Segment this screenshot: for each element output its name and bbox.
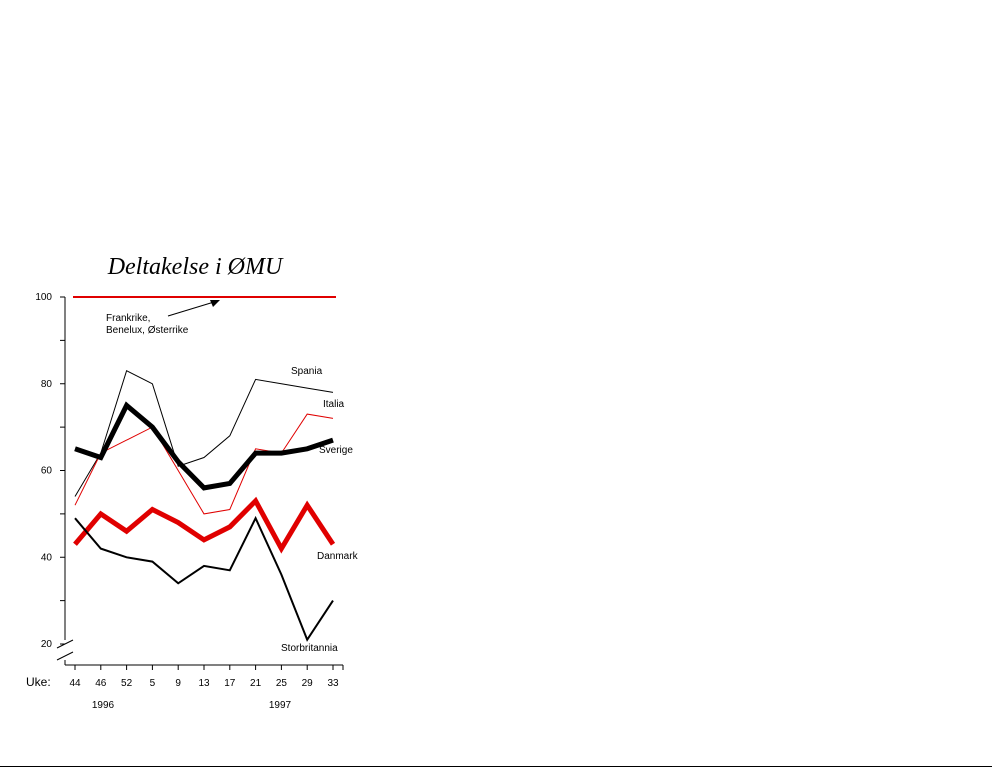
annotations: Frankrike,Benelux, Østerrike Spania Italia… — [106, 300, 359, 654]
year-label-1997: 1997 — [269, 700, 292, 711]
x-tick-label: 25 — [276, 678, 288, 689]
y-tick-label: 80 — [41, 379, 53, 390]
bottom-rule — [0, 766, 992, 767]
x-tick-label: 29 — [302, 678, 314, 689]
x-tick-label: 33 — [327, 678, 339, 689]
x-tick-label: 46 — [95, 678, 107, 689]
series-line-danmark — [73, 496, 336, 554]
series-label-danmark: Danmark — [317, 551, 359, 562]
series-label-frankrike-benelux-osterrike: Benelux, Østerrike — [106, 325, 189, 336]
axes: 20 40 60 80 100 44 46 52 5 9 13 17 21 25 29 33 — [35, 292, 344, 689]
x-tick-label: 52 — [121, 678, 133, 689]
annotation-arrowhead — [210, 300, 220, 307]
series-lines — [73, 296, 336, 642]
x-tick-label: 44 — [69, 678, 81, 689]
series-line-sverige — [74, 401, 334, 491]
x-tick-label: 5 — [150, 678, 156, 689]
annotation-arrow-line — [167, 301, 215, 317]
series-label-frankrike-benelux-osterrike: Frankrike, — [106, 313, 150, 324]
series-label-spania: Spania — [291, 366, 323, 377]
axis-break-mark — [56, 651, 74, 661]
series-line-storbritannia — [74, 515, 334, 642]
series-line-italia — [74, 413, 334, 515]
y-tick-label: 60 — [41, 466, 53, 477]
x-tick-label: 21 — [250, 678, 262, 689]
y-tick-label: 40 — [41, 552, 53, 563]
series-label-sverige: Sverige — [319, 445, 353, 456]
x-tick-label: 9 — [175, 678, 181, 689]
series-label-italia: Italia — [323, 399, 345, 410]
x-tick-label: 13 — [198, 678, 210, 689]
series-line-spania — [74, 369, 334, 497]
year-label-1996: 1996 — [92, 700, 115, 711]
chart-title: Deltakelse i ØMU — [107, 254, 284, 280]
y-tick-label: 20 — [41, 639, 53, 650]
x-axis-label: Uke: — [26, 675, 51, 689]
x-tick-label: 17 — [224, 678, 236, 689]
y-tick-label: 100 — [35, 292, 52, 303]
series-label-storbritannia: Storbritannia — [281, 643, 338, 654]
